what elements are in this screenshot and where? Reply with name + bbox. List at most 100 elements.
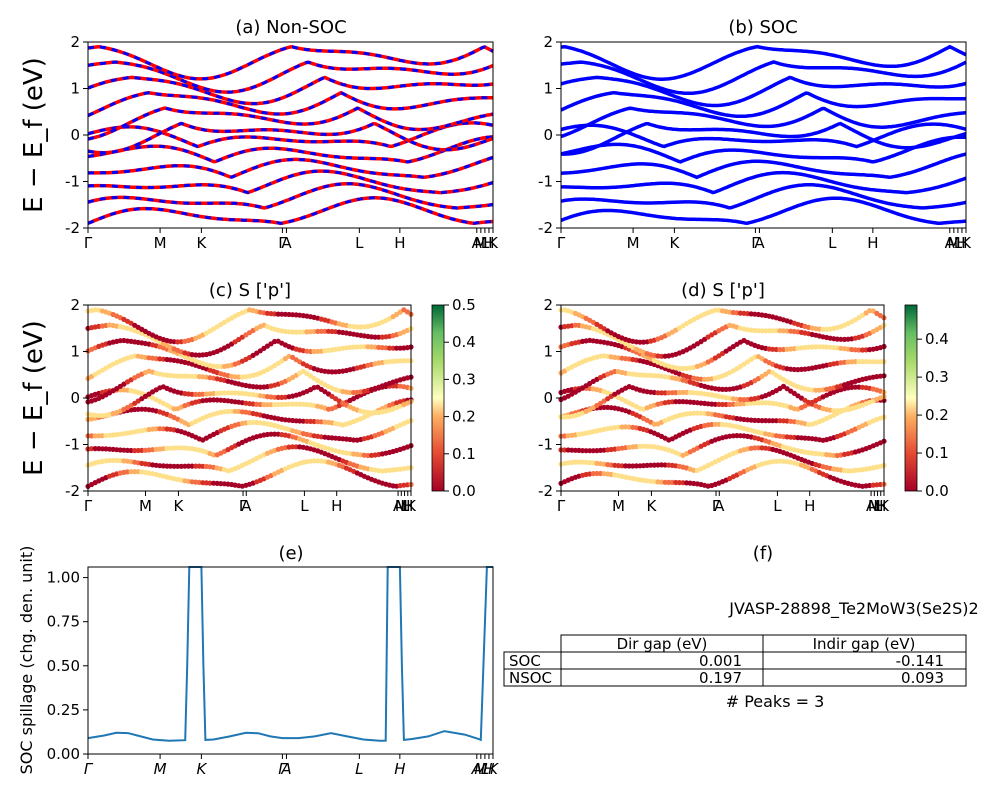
projection-point — [175, 445, 181, 451]
band-line — [87, 91, 493, 117]
projection-point — [594, 470, 600, 477]
ytick-label: -2 — [65, 482, 80, 500]
xtick-label: Γ — [712, 497, 721, 515]
projection-point — [264, 402, 270, 408]
ytick-label: 0.00 — [47, 745, 80, 763]
projection-point — [676, 399, 683, 405]
xtick-label: L — [954, 234, 963, 252]
colorbar-label: 0.0 — [452, 482, 476, 500]
xtick-label: H — [394, 234, 405, 252]
projection-point — [852, 384, 858, 390]
table-cell — [762, 668, 967, 687]
ytick-label: -1 — [538, 436, 553, 454]
xtick-label: Γ — [557, 234, 566, 252]
panel-c-points — [85, 307, 414, 489]
projection-point — [626, 463, 632, 469]
projection-point — [193, 391, 199, 397]
projection-point — [318, 328, 324, 334]
panel-e-title: (e) — [278, 543, 303, 564]
band-line — [87, 196, 494, 225]
xtick-label: H — [483, 234, 494, 252]
xtick-label: M — [627, 234, 640, 252]
band-line — [560, 44, 967, 81]
table-value: 0.001 — [699, 652, 742, 670]
projection-point — [185, 463, 192, 469]
projection-point — [290, 444, 296, 450]
panel-c-yticks: -2 -1 0 1 2 — [65, 296, 88, 500]
projection-point — [275, 394, 281, 400]
band-line — [560, 121, 967, 156]
panel-e-yticks: 0.00 0.25 0.50 0.75 1.00 — [47, 569, 88, 763]
projection-point — [92, 446, 98, 452]
xtick-label: L — [773, 497, 782, 515]
band-line — [87, 169, 494, 195]
xtick-label: A — [714, 497, 725, 515]
projection-point — [770, 418, 776, 424]
colorbar-label: 0.0 — [925, 482, 949, 500]
projection-point — [719, 386, 726, 392]
ytick-label: 0 — [70, 126, 80, 144]
xtick-label: A — [280, 760, 291, 778]
colorbar-label: 0.5 — [452, 296, 476, 314]
projection-point — [867, 359, 873, 365]
projection-point — [587, 448, 593, 454]
ytick-label: 2 — [543, 296, 553, 314]
band-line — [560, 75, 967, 108]
projection-point — [110, 457, 116, 463]
xtick-label: Γ — [84, 234, 93, 252]
band-line — [87, 45, 494, 81]
xtick-label: L — [873, 497, 882, 515]
band-line — [87, 75, 494, 106]
band-line — [87, 182, 494, 210]
xtick-label: Γ — [278, 760, 288, 778]
colorbar-label: 0.3 — [452, 370, 476, 388]
ytick-label: -1 — [538, 173, 553, 191]
projection-point — [268, 402, 274, 408]
band-line — [87, 60, 494, 94]
xtick-label: M — [474, 760, 487, 778]
colorbar-label: 0.4 — [925, 330, 949, 348]
projection-point — [673, 399, 679, 405]
xtick-label: H — [331, 497, 342, 515]
projection-point — [601, 404, 607, 410]
xtick-label: M — [154, 234, 167, 252]
band-line — [560, 152, 967, 180]
xtick-label: M — [395, 497, 408, 515]
projection-point — [89, 433, 95, 439]
projection-point — [576, 459, 582, 465]
xtick-label: L — [355, 760, 363, 778]
ytick-label: 0.75 — [47, 613, 80, 631]
band-line — [87, 196, 494, 226]
panel-f-material: JVASP-28898_Te2MoW3(Se2S)2 — [728, 599, 978, 619]
xtick-label: K — [406, 497, 417, 515]
xtick-label: H — [394, 760, 405, 778]
table-header: Dir gap (eV) — [617, 635, 708, 653]
ytick-label: 2 — [70, 296, 80, 314]
band-line — [560, 183, 967, 210]
panel-d-colorbar-ticks: 0.0 0.1 0.2 0.3 0.4 — [917, 330, 949, 500]
xtick-label: A — [945, 234, 956, 252]
ytick-label: 0.25 — [47, 701, 80, 719]
band-line — [87, 121, 494, 155]
panel-e-spillage-line — [87, 566, 493, 742]
xtick-label: H — [875, 497, 886, 515]
panel-c-colorbar-ticks: 0.0 0.1 0.2 0.3 0.4 0.5 — [444, 296, 476, 500]
projection-point — [820, 326, 826, 332]
projection-point — [719, 401, 726, 408]
projection-point — [856, 359, 862, 365]
panel-d-yticks: -2 -1 0 1 2 — [538, 296, 561, 500]
xtick-label: A — [754, 234, 765, 252]
ytick-label: 0 — [543, 389, 553, 407]
xtick-label: K — [647, 497, 658, 515]
xtick-label: M — [474, 234, 487, 252]
band-line — [87, 75, 494, 106]
projection-point — [680, 389, 686, 395]
projection-point — [290, 401, 296, 407]
xtick-label: K — [196, 234, 207, 252]
ytick-label: -2 — [538, 219, 553, 237]
xtick-label: K — [174, 497, 185, 515]
panel-a-bands — [87, 44, 494, 226]
panel-f-title: (f) — [753, 543, 773, 564]
